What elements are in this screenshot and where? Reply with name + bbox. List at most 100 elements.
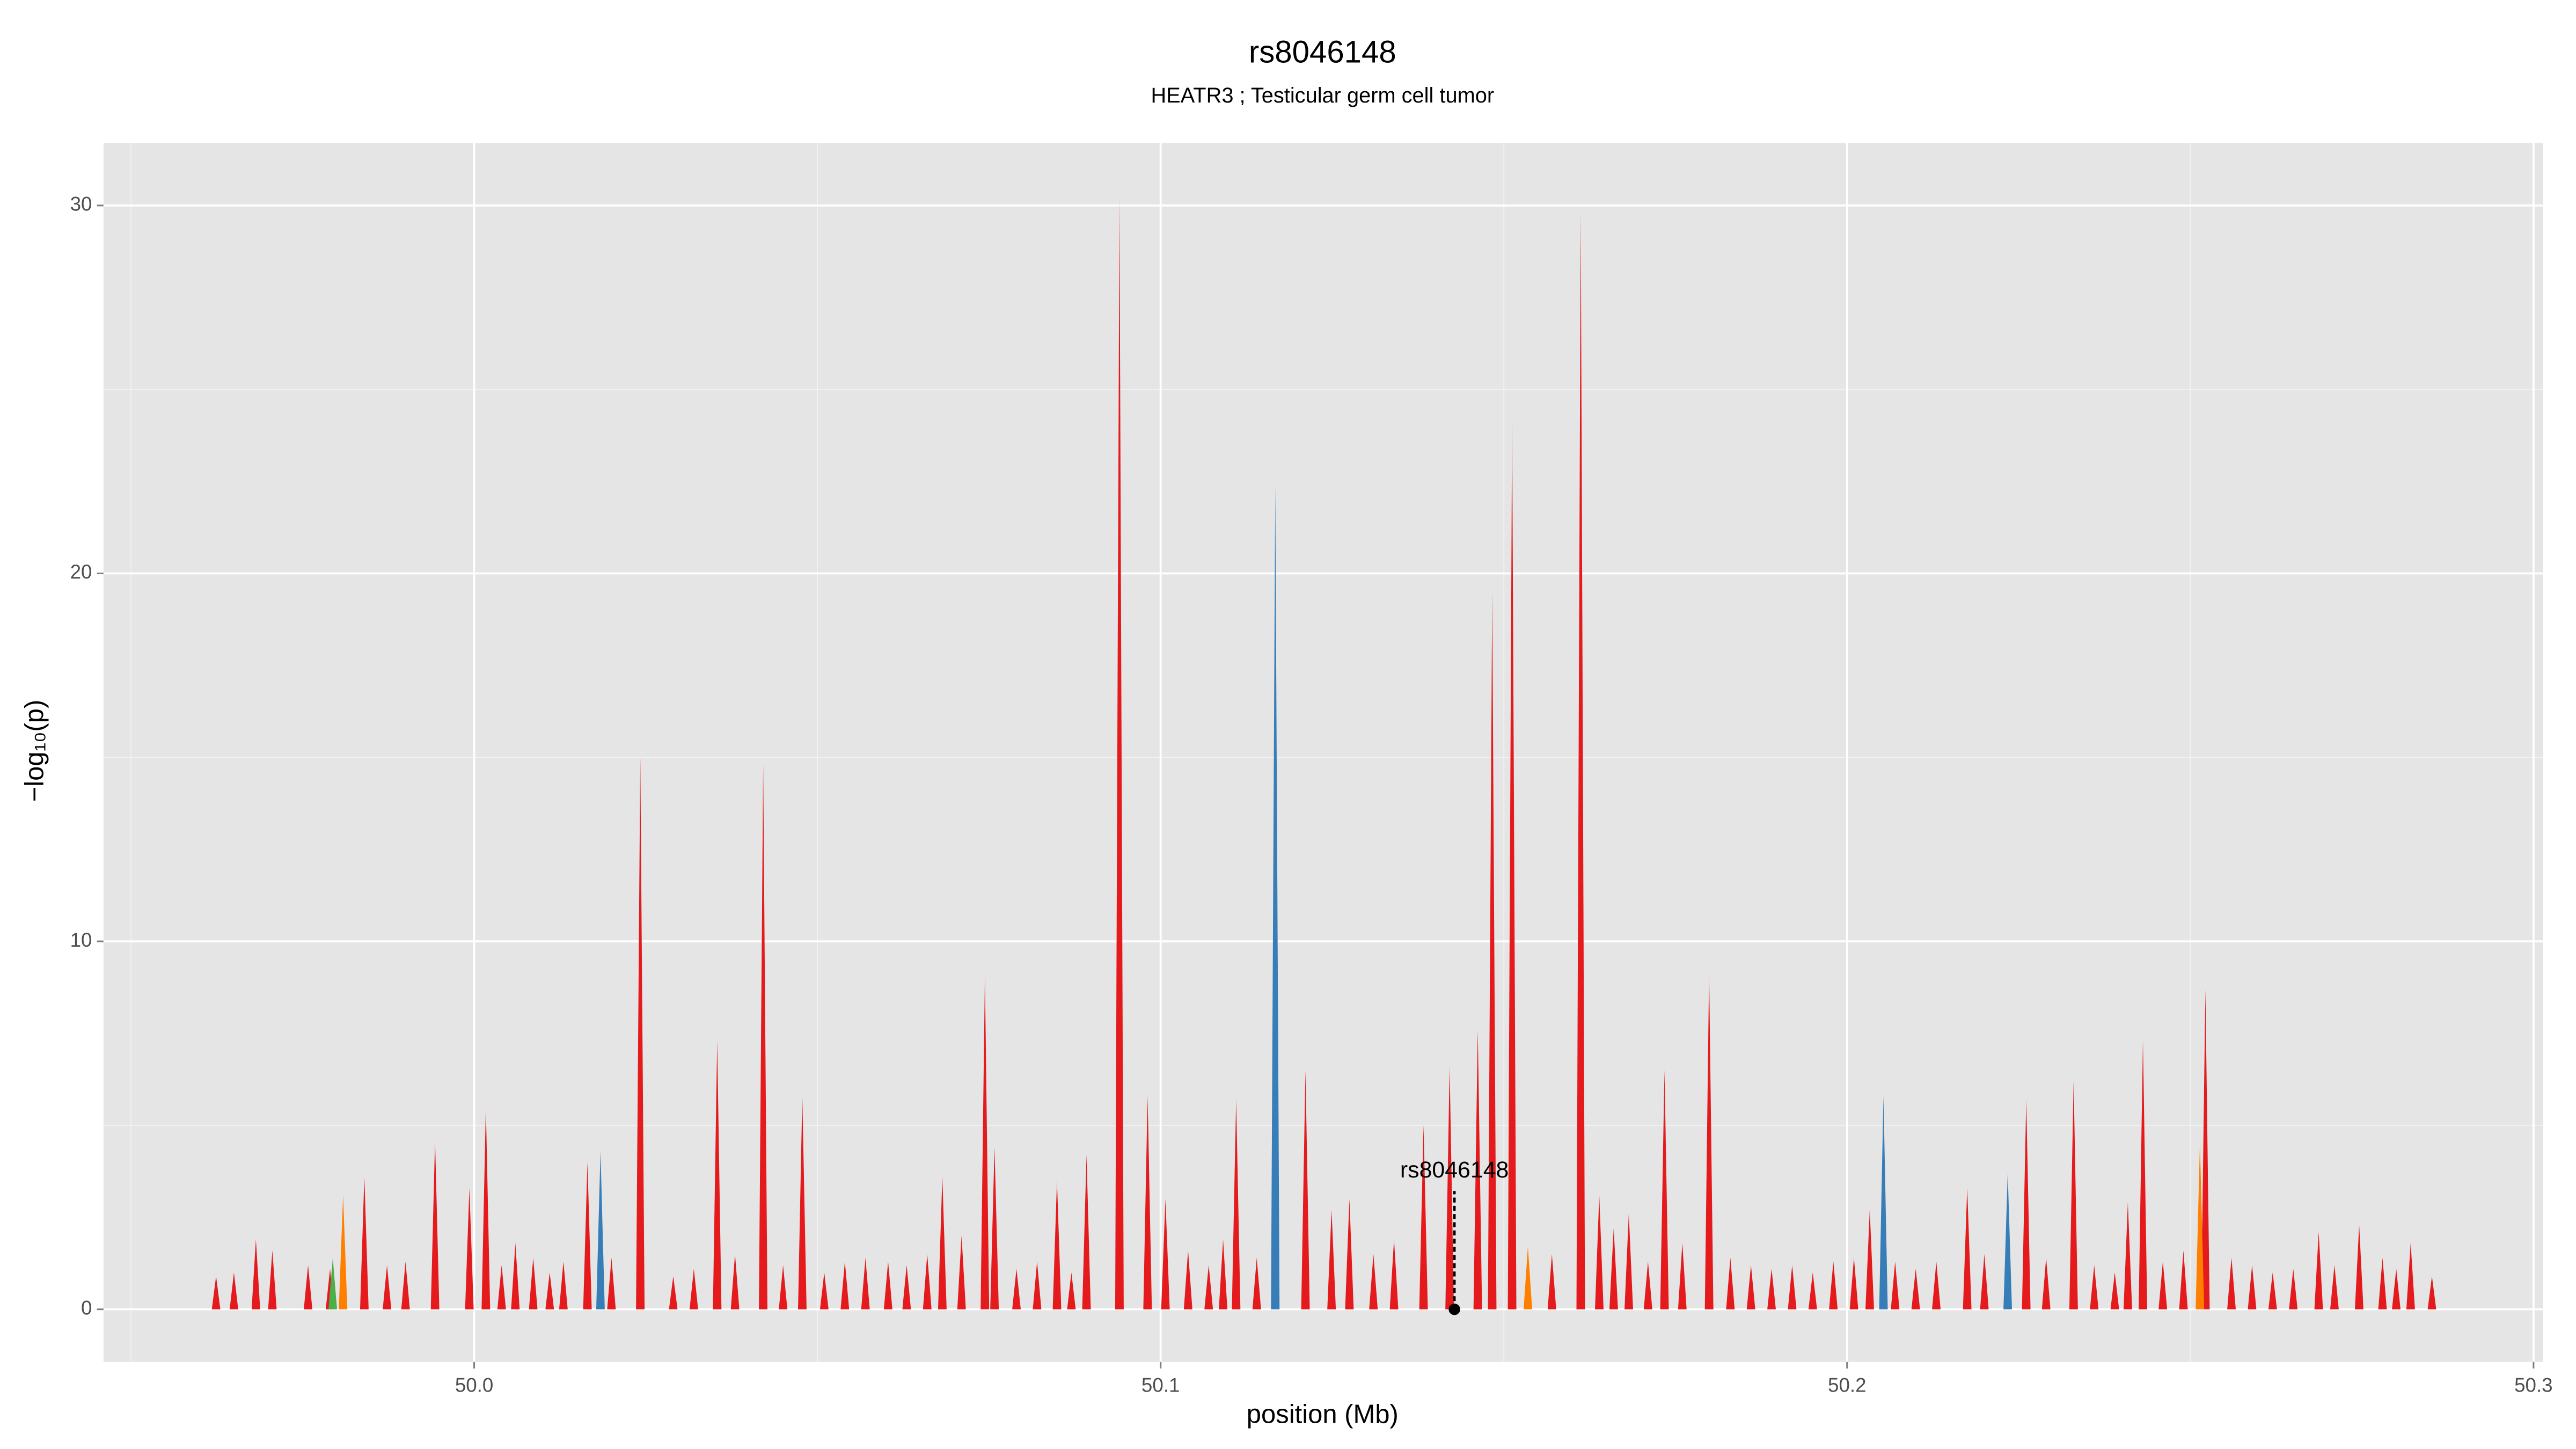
- peak: [1879, 1096, 1888, 1309]
- peak: [1389, 1239, 1399, 1309]
- peak: [1204, 1265, 1213, 1309]
- peak: [229, 1272, 238, 1309]
- peak: [430, 1140, 440, 1309]
- annotation-point: [1448, 1303, 1460, 1315]
- peak: [2392, 1269, 2401, 1309]
- peak: [497, 1265, 506, 1309]
- peak: [1746, 1265, 1755, 1309]
- peak: [990, 1147, 999, 1309]
- peak: [1052, 1180, 1062, 1309]
- peak: [1012, 1269, 1021, 1309]
- peak: [268, 1250, 277, 1309]
- peak: [1369, 1254, 1378, 1309]
- peak: [545, 1272, 554, 1309]
- peak: [1911, 1269, 1920, 1309]
- peak: [607, 1257, 616, 1309]
- x-axis-label: position (Mb): [1247, 1400, 1399, 1429]
- peak: [360, 1176, 369, 1309]
- peak: [1891, 1261, 1900, 1309]
- peak: [2123, 1202, 2132, 1309]
- peak: [529, 1257, 538, 1309]
- peak: [304, 1265, 312, 1309]
- peak: [1445, 1066, 1454, 1309]
- peak: [2248, 1265, 2257, 1309]
- peak: [980, 974, 990, 1309]
- peak: [1643, 1261, 1652, 1309]
- peak: [1161, 1199, 1170, 1309]
- peak: [2227, 1257, 2236, 1309]
- peak: [713, 1041, 722, 1309]
- peak: [1865, 1210, 1874, 1309]
- peak: [328, 1257, 338, 1309]
- peak: [383, 1265, 392, 1309]
- peak: [883, 1261, 892, 1309]
- peak: [1507, 419, 1517, 1309]
- peak: [1033, 1261, 1042, 1309]
- y-axis-label: −log₁₀(p): [20, 700, 49, 802]
- peak: [2041, 1257, 2051, 1309]
- chart-subtitle: HEATR3 ; Testicular germ cell tumor: [1151, 84, 1494, 107]
- peak: [1788, 1265, 1797, 1309]
- axes: 0 10 20 30 50.0 50.1 50.2 50.3: [70, 193, 2553, 1396]
- peak: [957, 1235, 966, 1309]
- peak: [1726, 1257, 1735, 1309]
- peak: [1849, 1257, 1858, 1309]
- peak: [2139, 1041, 2148, 1309]
- peak: [669, 1276, 678, 1309]
- peak: [2201, 989, 2210, 1309]
- peak: [923, 1254, 932, 1309]
- chart-title: rs8046148: [1249, 34, 1396, 69]
- peak: [2196, 1144, 2205, 1309]
- peak: [2069, 1081, 2078, 1309]
- peak: [2289, 1269, 2298, 1309]
- grid: [103, 143, 2543, 1362]
- peak: [1524, 1247, 1532, 1309]
- peak: [1704, 970, 1714, 1309]
- y-tick-label: 0: [81, 1297, 92, 1319]
- peak: [1067, 1272, 1076, 1309]
- peak: [1252, 1257, 1261, 1309]
- peak: [511, 1243, 520, 1309]
- peak: [1473, 1029, 1482, 1309]
- peak: [1219, 1239, 1228, 1309]
- peak: [2090, 1265, 2099, 1309]
- peak: [2378, 1257, 2387, 1309]
- x-tick-label: 50.0: [455, 1374, 493, 1396]
- x-tick-label: 50.1: [1141, 1374, 1180, 1396]
- peak: [779, 1265, 788, 1309]
- plot-panel: [103, 143, 2543, 1362]
- peak: [938, 1176, 947, 1309]
- y-tick-label: 20: [70, 561, 92, 583]
- marks: rs8046148: [211, 198, 2436, 1315]
- peak: [211, 1276, 221, 1309]
- peak: [401, 1261, 410, 1309]
- peak: [2314, 1232, 2323, 1309]
- peak: [1767, 1269, 1776, 1309]
- x-tick-label: 50.3: [2514, 1374, 2552, 1396]
- peak: [1301, 1070, 1310, 1309]
- peak: [902, 1265, 911, 1309]
- peak: [1576, 213, 1585, 1309]
- peak: [1678, 1243, 1687, 1309]
- peak: [1932, 1261, 1941, 1309]
- peak: [689, 1269, 698, 1309]
- peak: [1963, 1188, 1972, 1309]
- peak: [2355, 1225, 2363, 1309]
- peak: [1609, 1228, 1618, 1309]
- peak: [481, 1107, 491, 1309]
- peak: [465, 1188, 474, 1309]
- peak: [840, 1261, 850, 1309]
- peak: [1595, 1195, 1604, 1309]
- peak: [759, 765, 768, 1309]
- peak: [2110, 1272, 2119, 1309]
- peak: [861, 1257, 870, 1309]
- peak: [1271, 485, 1280, 1309]
- peak: [1829, 1261, 1838, 1309]
- peak: [1115, 198, 1124, 1309]
- peak: [339, 1195, 348, 1309]
- peak: [1143, 1096, 1152, 1309]
- peak: [1327, 1210, 1336, 1309]
- peak: [251, 1239, 260, 1309]
- peak: [1808, 1272, 1817, 1309]
